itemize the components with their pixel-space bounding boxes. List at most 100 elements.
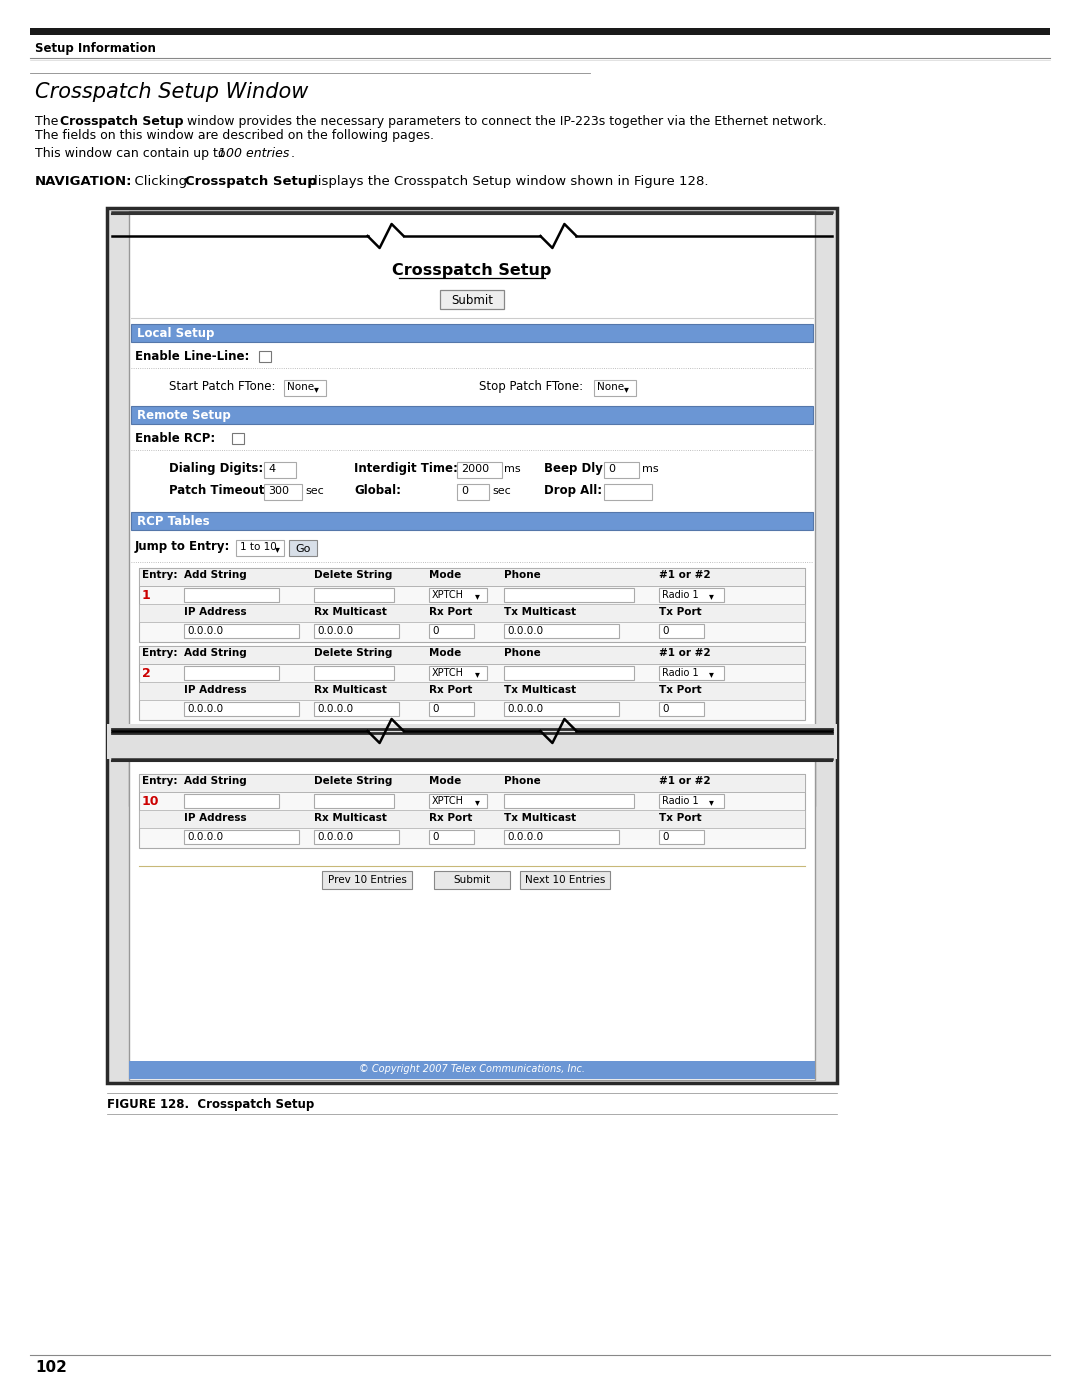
Text: Tx Port: Tx Port bbox=[659, 608, 702, 617]
Text: 100 entries: 100 entries bbox=[218, 147, 289, 161]
Text: Dialing Digits:: Dialing Digits: bbox=[168, 462, 264, 475]
Text: Crosspatch Setup: Crosspatch Setup bbox=[60, 115, 184, 129]
Bar bbox=[139, 645, 805, 664]
Bar bbox=[237, 541, 284, 556]
Text: Phone: Phone bbox=[504, 648, 541, 658]
Text: 0.0.0.0: 0.0.0.0 bbox=[187, 833, 224, 842]
Text: Tx Port: Tx Port bbox=[659, 685, 702, 694]
Text: Rx Port: Rx Port bbox=[429, 813, 472, 823]
Text: None: None bbox=[597, 381, 624, 393]
Text: Crosspatch Setup: Crosspatch Setup bbox=[392, 263, 552, 278]
Bar bbox=[659, 793, 724, 807]
Text: 0: 0 bbox=[461, 486, 468, 496]
Text: 0: 0 bbox=[432, 704, 438, 714]
Bar bbox=[434, 870, 510, 888]
Text: IP Address: IP Address bbox=[184, 685, 246, 694]
Bar bbox=[184, 666, 279, 680]
Text: NAVIGATION:: NAVIGATION: bbox=[35, 175, 133, 189]
Text: Radio 1: Radio 1 bbox=[662, 668, 699, 678]
Text: Drop All:: Drop All: bbox=[544, 483, 603, 497]
Text: 0.0.0.0: 0.0.0.0 bbox=[507, 833, 543, 842]
Bar bbox=[131, 511, 813, 529]
Text: Start Patch FTone:: Start Patch FTone: bbox=[168, 380, 275, 393]
Text: sec: sec bbox=[492, 486, 511, 496]
Bar bbox=[504, 624, 619, 638]
Text: Mode: Mode bbox=[429, 775, 461, 787]
Bar bbox=[184, 830, 299, 844]
Bar bbox=[659, 624, 704, 638]
Text: XPTCH: XPTCH bbox=[432, 796, 464, 806]
Bar bbox=[264, 462, 296, 478]
Text: sec: sec bbox=[305, 486, 324, 496]
Text: Enable RCP:: Enable RCP: bbox=[135, 432, 215, 446]
Text: Submit: Submit bbox=[454, 875, 490, 886]
Text: Patch Timeout:: Patch Timeout: bbox=[168, 483, 269, 497]
Bar bbox=[139, 774, 805, 848]
Text: Mode: Mode bbox=[429, 570, 461, 580]
Text: This window can contain up to: This window can contain up to bbox=[35, 147, 229, 161]
Text: 0: 0 bbox=[662, 704, 669, 714]
Bar bbox=[314, 703, 399, 717]
Text: ▾: ▾ bbox=[314, 384, 319, 394]
Text: 300: 300 bbox=[268, 486, 289, 496]
Bar bbox=[429, 666, 487, 680]
Bar bbox=[139, 774, 805, 792]
Text: ▾: ▾ bbox=[275, 543, 280, 555]
Text: ▾: ▾ bbox=[708, 669, 714, 679]
Text: ▾: ▾ bbox=[708, 591, 714, 601]
Text: Radio 1: Radio 1 bbox=[662, 796, 699, 806]
Text: 0: 0 bbox=[608, 464, 615, 474]
Bar bbox=[504, 703, 619, 717]
Bar bbox=[322, 870, 411, 888]
Text: Entry:: Entry: bbox=[141, 570, 177, 580]
Text: ▾: ▾ bbox=[475, 591, 480, 601]
Bar bbox=[259, 351, 271, 362]
Text: Phone: Phone bbox=[504, 570, 541, 580]
Text: #1 or #2: #1 or #2 bbox=[659, 648, 711, 658]
Bar bbox=[440, 291, 504, 309]
Text: 102: 102 bbox=[35, 1361, 67, 1375]
Text: 2: 2 bbox=[141, 666, 151, 680]
Text: 1: 1 bbox=[141, 590, 151, 602]
Text: Rx Port: Rx Port bbox=[429, 608, 472, 617]
Bar bbox=[184, 793, 279, 807]
Bar bbox=[504, 830, 619, 844]
Text: 0.0.0.0: 0.0.0.0 bbox=[318, 626, 353, 636]
Bar bbox=[139, 810, 805, 828]
Text: Beep Dly:: Beep Dly: bbox=[544, 462, 608, 475]
Bar bbox=[314, 793, 394, 807]
Text: ms: ms bbox=[642, 464, 659, 474]
Bar bbox=[129, 211, 815, 806]
Bar bbox=[314, 588, 394, 602]
Text: 0.0.0.0: 0.0.0.0 bbox=[507, 704, 543, 714]
Bar bbox=[429, 830, 474, 844]
Text: Delete String: Delete String bbox=[314, 570, 392, 580]
Text: 0: 0 bbox=[432, 833, 438, 842]
Bar bbox=[131, 407, 813, 425]
Bar bbox=[457, 483, 489, 500]
Text: Add String: Add String bbox=[184, 570, 246, 580]
Bar bbox=[184, 588, 279, 602]
Text: 0.0.0.0: 0.0.0.0 bbox=[318, 833, 353, 842]
Text: Phone: Phone bbox=[504, 775, 541, 787]
Text: Rx Multicast: Rx Multicast bbox=[314, 608, 387, 617]
Text: ms: ms bbox=[504, 464, 521, 474]
Text: 0: 0 bbox=[662, 833, 669, 842]
Bar bbox=[314, 830, 399, 844]
Bar bbox=[519, 870, 610, 888]
Text: Remote Setup: Remote Setup bbox=[137, 409, 231, 422]
Bar bbox=[264, 483, 302, 500]
Bar bbox=[457, 462, 502, 478]
Bar bbox=[604, 462, 639, 478]
Text: Setup Information: Setup Information bbox=[35, 42, 156, 54]
Text: .: . bbox=[291, 147, 295, 161]
Bar bbox=[139, 682, 805, 700]
Bar bbox=[659, 588, 724, 602]
Text: The: The bbox=[35, 115, 63, 129]
Bar bbox=[107, 208, 837, 1083]
Text: Stop Patch FTone:: Stop Patch FTone: bbox=[480, 380, 583, 393]
Bar bbox=[284, 380, 326, 395]
Bar bbox=[429, 703, 474, 717]
Text: Jump to Entry:: Jump to Entry: bbox=[135, 541, 230, 553]
Bar bbox=[129, 759, 815, 1080]
